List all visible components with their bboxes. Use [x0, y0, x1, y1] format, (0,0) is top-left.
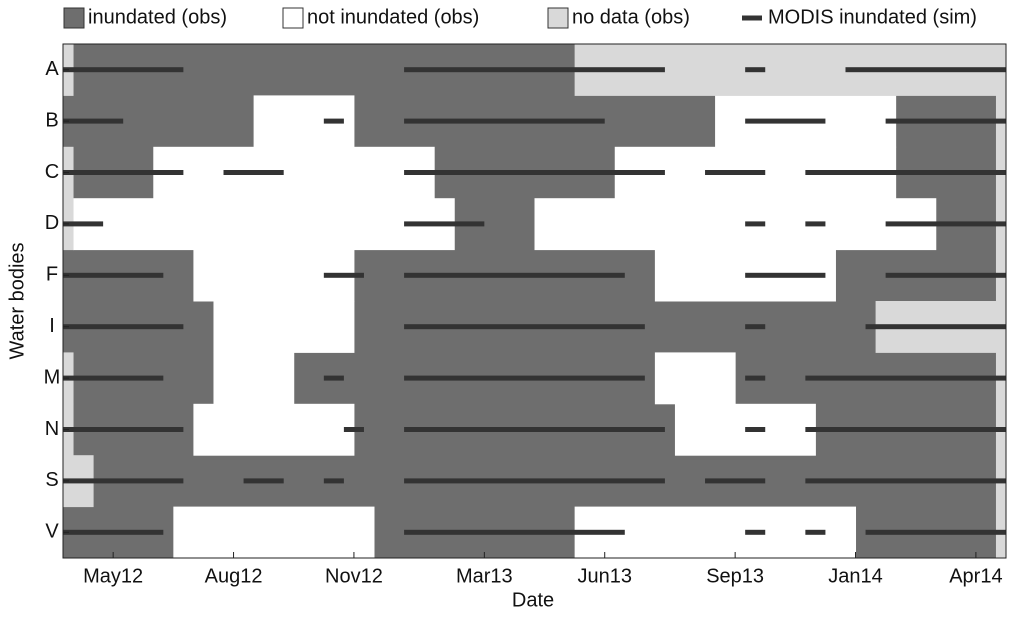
sim-bar: [404, 67, 665, 73]
sim-bar: [323, 375, 344, 381]
sim-bar: [243, 478, 284, 484]
sim-bar: [63, 324, 184, 330]
sim-bar: [865, 324, 1006, 330]
sim-bar: [63, 118, 124, 124]
sim-bar: [323, 272, 364, 278]
x-tick-label: Apr14: [949, 565, 1002, 587]
obs-block: [213, 352, 295, 405]
y-tick-label: I: [49, 315, 55, 337]
sim-bar: [745, 67, 766, 73]
legend-swatch: [63, 7, 85, 29]
legend-item: inundated (obs): [63, 6, 227, 29]
sim-bar: [63, 170, 184, 175]
sim-bar: [845, 67, 1006, 73]
y-tick-label: F: [46, 264, 58, 286]
sim-bar: [63, 375, 164, 381]
y-tick-label: C: [45, 161, 59, 183]
sim-bar: [805, 170, 1006, 175]
legend-label: not inundated (obs): [307, 6, 479, 28]
y-axis-label: Water bodies: [6, 242, 28, 359]
sim-bar: [404, 118, 605, 124]
legend-label: inundated (obs): [88, 6, 227, 28]
y-tick-label: N: [45, 418, 59, 440]
y-tick-label: M: [44, 366, 61, 388]
x-tick-label: Aug12: [205, 565, 263, 587]
obs-block: [534, 198, 937, 251]
obs-block: [654, 352, 736, 405]
sim-bar: [63, 272, 164, 278]
x-tick-label: May12: [83, 565, 143, 587]
sim-bar: [805, 221, 826, 227]
sim-bar: [885, 118, 1006, 124]
sim-bar: [705, 170, 766, 175]
sim-bar: [63, 529, 164, 535]
sim-bar: [805, 478, 1006, 484]
obs-block: [193, 403, 355, 456]
sim-bar: [63, 221, 104, 227]
sim-bar: [805, 375, 1006, 381]
y-tick-label: B: [45, 109, 58, 131]
sim-bar: [885, 272, 1006, 278]
obs-block: [73, 198, 455, 251]
legend-swatch: [282, 7, 304, 29]
sim-bar: [404, 529, 625, 535]
obs-block: [213, 301, 355, 353]
sim-bar: [404, 478, 665, 484]
y-tick-label: V: [45, 521, 59, 543]
y-tick-label: S: [45, 469, 58, 491]
sim-bar: [885, 221, 1006, 227]
sim-bar: [63, 478, 184, 484]
x-tick-label: Nov12: [325, 565, 383, 587]
x-tick-label: Jan14: [828, 565, 883, 587]
sim-bar: [404, 170, 665, 175]
legend-label: no data (obs): [572, 6, 690, 28]
sim-bar: [745, 118, 826, 124]
sim-bar: [404, 427, 665, 432]
y-tick-label: D: [45, 212, 59, 234]
legend-item: MODIS inundated (sim): [742, 6, 977, 28]
sim-bar: [745, 529, 766, 535]
sim-bar: [745, 375, 766, 381]
legend-swatch: [547, 7, 569, 29]
sim-bar: [745, 324, 766, 330]
sim-bar: [865, 529, 1006, 535]
legend-swatch: [742, 15, 762, 21]
sim-bar: [223, 170, 284, 175]
legend-label: MODIS inundated (sim): [768, 6, 977, 28]
sim-bar: [404, 375, 645, 381]
sim-bar: [63, 67, 184, 73]
x-tick-label: Sep13: [706, 565, 764, 587]
sim-bar: [323, 118, 344, 124]
sim-bar: [63, 427, 184, 432]
sim-bar: [343, 427, 364, 432]
legend-item: not inundated (obs): [282, 6, 479, 29]
plot-frame: [62, 43, 1007, 559]
sim-bar: [805, 427, 1006, 432]
legend-item: no data (obs): [547, 6, 690, 29]
sim-bar: [745, 272, 826, 278]
sim-bar: [745, 221, 766, 227]
obs-block: [153, 146, 435, 199]
sim-bar: [705, 478, 766, 484]
sim-bar: [745, 427, 766, 432]
sim-bar: [404, 272, 625, 278]
x-tick-label: Jun13: [577, 565, 632, 587]
x-tick-label: Mar13: [456, 565, 513, 587]
sim-bar: [805, 529, 826, 535]
x-axis-label: Date: [512, 589, 554, 611]
y-tick-label: A: [45, 58, 59, 80]
sim-bar: [404, 221, 485, 227]
sim-bar: [323, 478, 344, 484]
obs-block: [173, 506, 375, 559]
sim-bar: [404, 324, 645, 330]
